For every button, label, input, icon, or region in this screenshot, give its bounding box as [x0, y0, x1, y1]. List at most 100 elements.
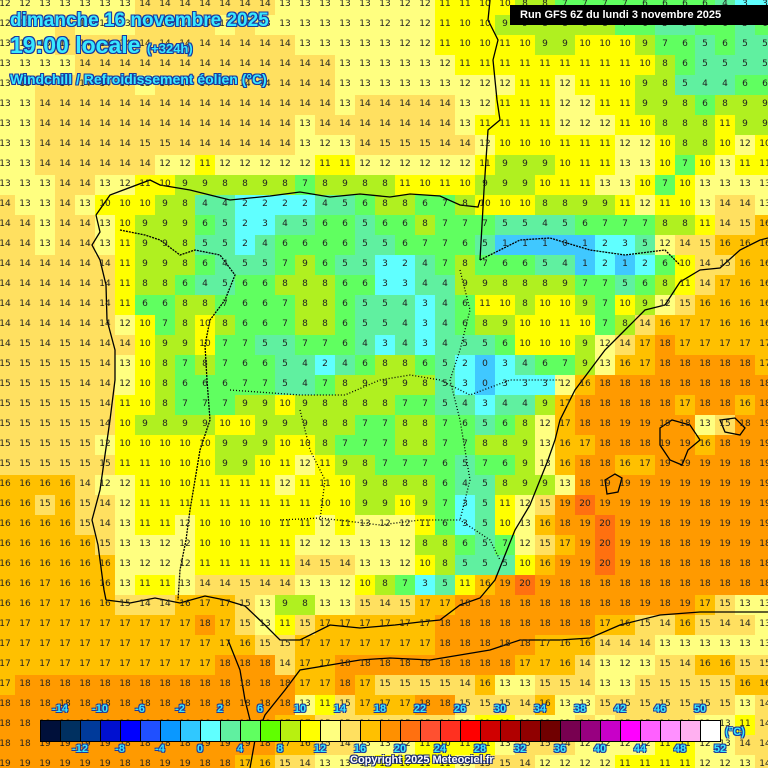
- grid-value: 19: [719, 539, 731, 549]
- grid-value: 13: [119, 0, 131, 9]
- field-cell: [55, 235, 75, 255]
- field-cell: [295, 255, 315, 275]
- grid-value: 18: [659, 599, 671, 609]
- grid-value: 15: [79, 419, 91, 429]
- grid-value: 16: [699, 299, 711, 309]
- grid-value: 5: [442, 379, 448, 389]
- field-cell: [0, 115, 15, 135]
- field-cell: [235, 195, 255, 215]
- field-cell: [35, 255, 55, 275]
- grid-value: 8: [682, 99, 688, 109]
- grid-value: 9: [162, 219, 168, 229]
- grid-value: 3: [462, 499, 468, 509]
- grid-value: 10: [459, 19, 471, 29]
- field-cell: [555, 135, 575, 155]
- grid-value: 2: [262, 199, 268, 209]
- grid-value: 10: [119, 439, 131, 449]
- field-cell: [555, 175, 575, 195]
- grid-value: 14: [179, 139, 191, 149]
- grid-value: 8: [562, 199, 568, 209]
- grid-value: 7: [342, 439, 348, 449]
- field-cell: [695, 95, 715, 115]
- field-cell: [515, 135, 535, 155]
- field-cell: [375, 215, 395, 235]
- grid-value: 19: [739, 539, 751, 549]
- field-cell: [755, 55, 768, 75]
- grid-value: 18: [239, 699, 251, 709]
- field-cell: [635, 315, 655, 335]
- grid-value: 17: [19, 619, 31, 629]
- grid-value: 19: [679, 499, 691, 509]
- grid-value: 13: [379, 0, 391, 9]
- grid-value: 5: [542, 259, 548, 269]
- grid-value: 12: [459, 159, 471, 169]
- grid-value: 16: [0, 479, 11, 489]
- grid-value: 14: [39, 279, 51, 289]
- field-cell: [375, 235, 395, 255]
- field-cell: [375, 255, 395, 275]
- grid-value: 14: [99, 499, 111, 509]
- grid-value: 11: [479, 119, 491, 129]
- grid-value: 14: [119, 339, 131, 349]
- grid-value: 5: [342, 199, 348, 209]
- grid-value: 10: [239, 519, 251, 529]
- grid-value: 17: [99, 639, 111, 649]
- grid-value: 10: [639, 119, 651, 129]
- grid-value: 6: [502, 339, 508, 349]
- grid-value: 18: [559, 579, 571, 589]
- grid-value: 8: [222, 319, 228, 329]
- grid-value: 10: [159, 459, 171, 469]
- grid-value: 18: [599, 439, 611, 449]
- field-cell: [35, 315, 55, 335]
- grid-value: 18: [0, 739, 11, 749]
- field-cell: [35, 295, 55, 315]
- grid-value: 15: [79, 499, 91, 509]
- legend-unit: (°C): [725, 726, 745, 738]
- grid-value: 9: [742, 119, 748, 129]
- grid-value: 6: [282, 239, 288, 249]
- grid-value: 14: [699, 259, 711, 269]
- field-cell: [115, 135, 135, 155]
- grid-value: 11: [719, 119, 731, 129]
- grid-value: 17: [559, 399, 571, 409]
- grid-value: 9: [242, 399, 248, 409]
- grid-value: 13: [759, 179, 768, 189]
- grid-value: 8: [182, 239, 188, 249]
- field-cell: [435, 175, 455, 195]
- field-cell: [55, 15, 75, 35]
- grid-value: 12: [399, 19, 411, 29]
- grid-value: 14: [759, 699, 768, 709]
- grid-value: 14: [259, 139, 271, 149]
- grid-value: 11: [279, 539, 291, 549]
- grid-value: 9: [142, 239, 148, 249]
- grid-value: 17: [179, 659, 191, 669]
- grid-value: 16: [759, 319, 768, 329]
- field-cell: [55, 215, 75, 235]
- field-cell: [395, 195, 415, 215]
- grid-value: 18: [219, 659, 231, 669]
- grid-value: 13: [439, 79, 451, 89]
- grid-value: 16: [39, 539, 51, 549]
- field-cell: [255, 335, 275, 355]
- grid-value: 18: [739, 579, 751, 589]
- grid-value: 13: [0, 139, 11, 149]
- grid-value: 13: [39, 199, 51, 209]
- grid-value: 5: [382, 239, 388, 249]
- grid-value: 7: [602, 279, 608, 289]
- field-cell: [155, 135, 175, 155]
- field-cell: [595, 175, 615, 195]
- field-cell: [215, 95, 235, 115]
- field-cell: [195, 275, 215, 295]
- grid-value: 13: [19, 119, 31, 129]
- grid-value: 13: [399, 59, 411, 69]
- grid-value: 19: [679, 439, 691, 449]
- grid-value: 15: [0, 359, 11, 369]
- grid-value: 13: [619, 179, 631, 189]
- grid-value: 14: [0, 299, 11, 309]
- grid-value: 14: [619, 339, 631, 349]
- grid-value: 14: [0, 319, 11, 329]
- legend-swatch: [381, 721, 401, 741]
- grid-value: 18: [519, 599, 531, 609]
- grid-value: 18: [619, 379, 631, 389]
- field-cell: [535, 315, 555, 335]
